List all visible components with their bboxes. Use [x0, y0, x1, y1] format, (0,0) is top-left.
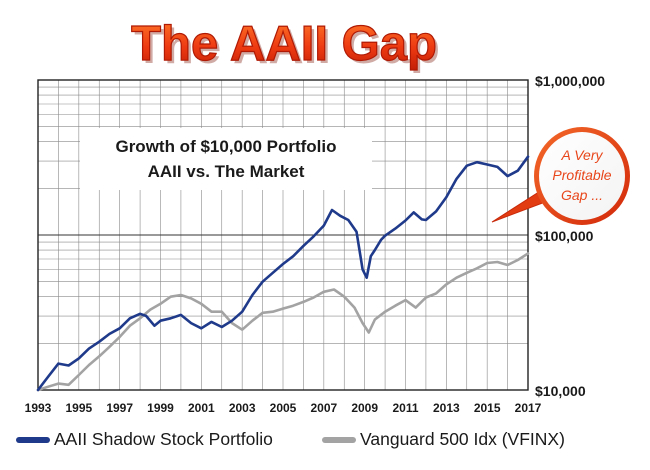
y-tick-label: $1,000,000 [535, 73, 605, 89]
x-tick-label: 2011 [392, 401, 418, 415]
legend-vfinx-label: Vanguard 500 Idx (VFINX) [360, 429, 565, 449]
callout-bubble: A Very Profitable Gap ... [491, 127, 630, 225]
x-tick-label: 2009 [351, 401, 378, 415]
subtitle-line-1: Growth of $10,000 Portfolio [115, 137, 336, 156]
x-tick-label: 1993 [25, 401, 52, 415]
x-tick-label: 2015 [474, 401, 501, 415]
callout-line-3: Gap ... [561, 187, 603, 203]
x-tick-label: 2003 [229, 401, 256, 415]
x-tick-label: 1997 [106, 401, 133, 415]
chart-title-shadow: The AAII Gap [134, 20, 440, 74]
plot-border [37, 79, 529, 391]
legend-aaii-label: AAII Shadow Stock Portfolio [54, 429, 273, 449]
callout-fill [539, 132, 625, 220]
x-tick-label: 2007 [310, 401, 337, 415]
x-tick-label: 2013 [433, 401, 460, 415]
y-tick-label: $10,000 [535, 383, 586, 399]
y-tick-label: $100,000 [535, 228, 594, 244]
callout-line-2: Profitable [552, 167, 611, 183]
legend-vfinx: Vanguard 500 Idx (VFINX) [322, 429, 565, 450]
y-axis-labels: $1,000,000 $100,000 $10,000 [535, 73, 605, 399]
legend-aaii-swatch [16, 436, 50, 443]
legend-vfinx-swatch [322, 436, 356, 443]
x-axis-labels: 1993 1995 1997 1999 2001 2003 2005 2007 2009 2011… [25, 401, 542, 415]
x-tick-label: 2017 [515, 401, 542, 415]
series-layer [36, 155, 530, 392]
legend-aaii: AAII Shadow Stock Portfolio [16, 429, 273, 450]
x-tick-label: 2001 [188, 401, 215, 415]
x-tick-label: 1995 [65, 401, 92, 415]
chart-title: The AAII Gap [131, 17, 437, 71]
series-line-aaii [36, 155, 530, 392]
subtitle-box-background [80, 128, 372, 190]
subtitle-line-2: AAII vs. The Market [148, 162, 305, 181]
chart-title-group: The AAII Gap The AAII Gap [130, 16, 440, 74]
x-tick-label: 2005 [270, 401, 297, 415]
callout-line-1: A Very [561, 147, 604, 163]
series-line-vfinx [36, 252, 530, 392]
x-tick-label: 1999 [147, 401, 174, 415]
subtitle-box: Growth of $10,000 Portfolio AAII vs. The… [80, 128, 372, 190]
